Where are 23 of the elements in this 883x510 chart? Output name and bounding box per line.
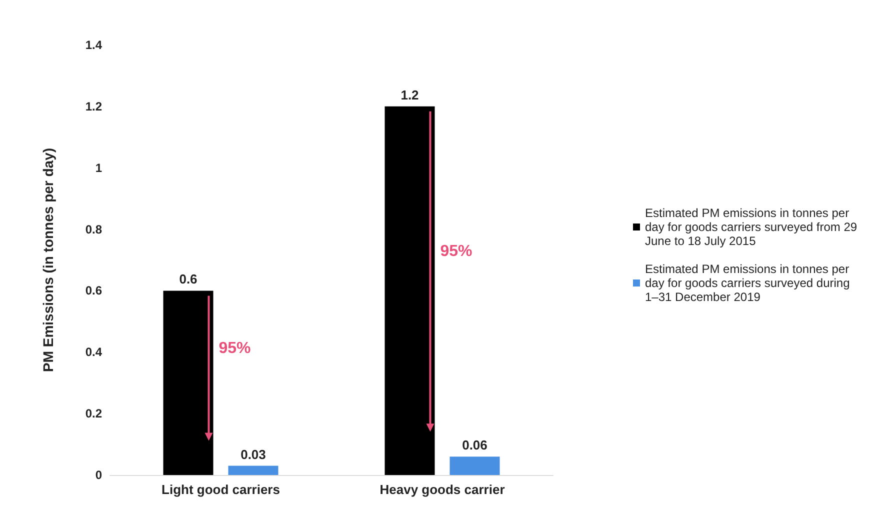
- y-tick-label: 1.2: [85, 99, 102, 114]
- y-tick-label: 1.4: [85, 38, 102, 52]
- y-tick-label: 0.2: [85, 406, 102, 421]
- bar: [450, 456, 500, 475]
- bar: [384, 106, 435, 475]
- y-tick-label: 0.6: [85, 284, 102, 298]
- annotation: 95%: [440, 243, 472, 260]
- data-label: 1.2: [400, 87, 419, 102]
- legend-label: Estimated PM emissions in tonnes per day for goods carriers surveyed during 1–31 December 2019: [645, 262, 854, 304]
- bar: [228, 466, 278, 475]
- y-axis-title: PM Emissions (in tonnes per day): [40, 148, 56, 372]
- y-tick-label: 0.4: [85, 345, 102, 360]
- y-tick-label: 0.8: [85, 222, 102, 236]
- x-tick-label: Heavy goods carrier: [380, 482, 505, 497]
- bar: [163, 290, 214, 475]
- annotation: 95%: [218, 340, 251, 357]
- x-tick-label: Light good carriers: [162, 482, 280, 497]
- data-label: 0.06: [462, 438, 488, 453]
- y-tick-label: 0: [95, 468, 102, 482]
- data-label: 0.6: [179, 272, 198, 287]
- y-tick-label: 1: [95, 160, 102, 175]
- legend-label: Estimated PM emissions in tonnes per day for goods carriers surveyed from 29 June to 18 July 2015: [645, 206, 860, 248]
- data-label: 0.03: [240, 446, 266, 462]
